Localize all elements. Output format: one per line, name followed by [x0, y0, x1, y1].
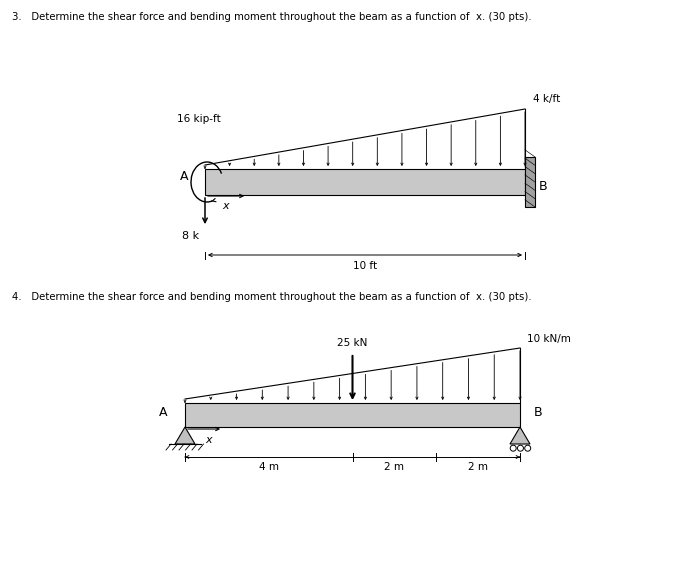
Polygon shape: [205, 169, 525, 195]
Text: 16 kip-ft: 16 kip-ft: [177, 114, 220, 124]
Text: 4.   Determine the shear force and bending moment throughout the beam as a funct: 4. Determine the shear force and bending…: [12, 292, 531, 302]
Text: 10 kN/m: 10 kN/m: [527, 334, 571, 344]
Text: A: A: [158, 407, 167, 420]
Text: 25 kN: 25 kN: [337, 338, 368, 348]
Text: 4 m: 4 m: [259, 462, 279, 472]
Text: x: x: [206, 435, 212, 445]
Text: 2 m: 2 m: [468, 462, 488, 472]
Text: 8 k: 8 k: [182, 231, 199, 241]
Text: 10 ft: 10 ft: [353, 261, 377, 271]
Text: B: B: [539, 180, 547, 193]
Polygon shape: [525, 157, 535, 207]
Text: 3.   Determine the shear force and bending moment throughout the beam as a funct: 3. Determine the shear force and bending…: [12, 12, 531, 22]
Circle shape: [525, 445, 531, 451]
Circle shape: [510, 445, 516, 451]
Text: 4 k/ft: 4 k/ft: [533, 94, 560, 104]
Polygon shape: [510, 427, 530, 444]
Polygon shape: [175, 427, 195, 444]
Text: A: A: [179, 170, 188, 183]
Circle shape: [517, 445, 524, 451]
Text: 2 m: 2 m: [384, 462, 405, 472]
Polygon shape: [185, 403, 520, 427]
Text: B: B: [534, 407, 542, 420]
Text: x: x: [223, 201, 230, 211]
